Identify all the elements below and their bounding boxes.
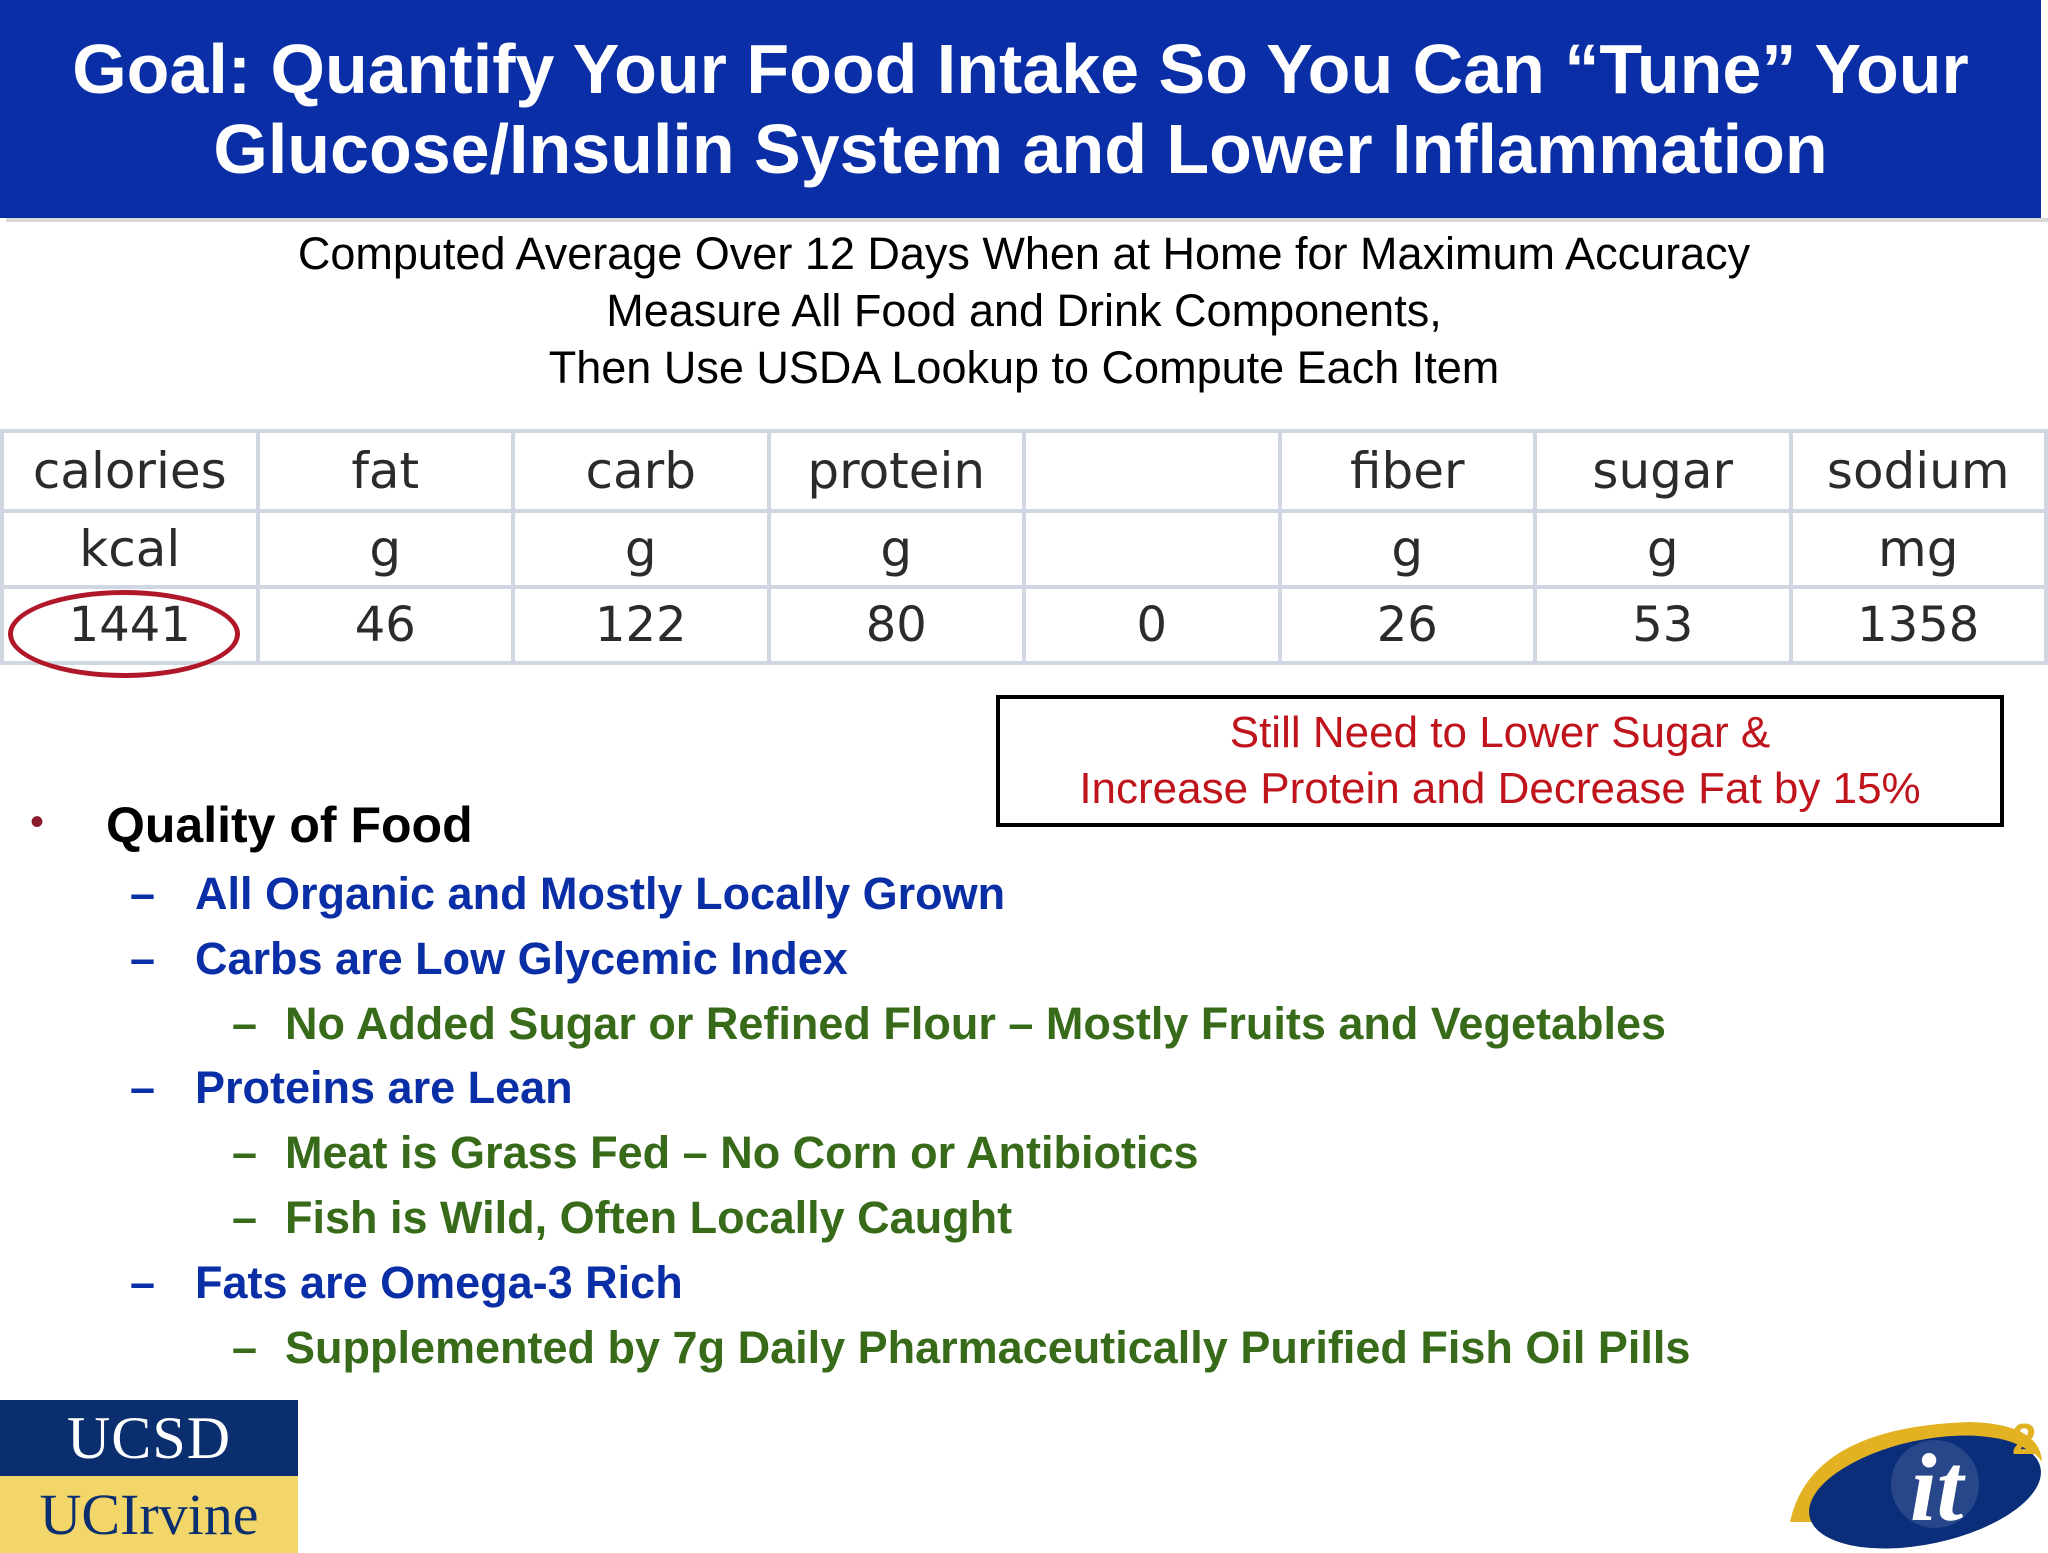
- dash-marker: –: [232, 998, 258, 1049]
- unit-blank: [1022, 509, 1282, 589]
- col-header-calories: calories: [0, 429, 260, 513]
- unit-sugar: g: [1533, 509, 1793, 589]
- col-header-protein: protein: [766, 429, 1026, 513]
- value-carb: 122: [511, 585, 771, 665]
- list-item-text: All Organic and Mostly Locally Grown: [195, 868, 1006, 919]
- calories-highlight-circle: [8, 590, 240, 678]
- callout-box: Still Need to Lower Sugar & Increase Pro…: [996, 695, 2004, 827]
- callout-line-2: Increase Protein and Decrease Fat by 15%: [1079, 764, 1921, 813]
- dash-marker: –: [130, 1257, 156, 1308]
- bullet-marker: •: [30, 800, 45, 844]
- list-item-text: No Added Sugar or Refined Flour – Mostly…: [285, 998, 1667, 1049]
- dash-marker: –: [232, 1322, 258, 1373]
- dash-marker: –: [130, 933, 156, 984]
- value-protein: 80: [766, 585, 1026, 665]
- list-item-text: Meat is Grass Fed – No Corn or Antibioti…: [285, 1127, 1199, 1178]
- it2-logo: it 2: [1790, 1415, 2042, 1549]
- table-unit-row: kcal g g g g g mg: [0, 509, 2048, 589]
- value-fat: 46: [255, 585, 515, 665]
- col-header-fat: fat: [255, 429, 515, 513]
- unit-protein: g: [766, 509, 1026, 589]
- unit-sodium: mg: [1788, 509, 2048, 589]
- nutrition-table: calories fat carb protein fiber sugar so…: [0, 429, 2048, 665]
- ucsd-logo-text: UCSD: [0, 1400, 298, 1476]
- unit-calories: kcal: [0, 509, 260, 589]
- col-header-sugar: sugar: [1533, 429, 1793, 513]
- uci-logo-text: UCIrvine: [0, 1476, 298, 1553]
- subtitle-line-1: Computed Average Over 12 Days When at Ho…: [297, 228, 1751, 279]
- ucsd-uci-logo: UCSD UCIrvine: [0, 1400, 298, 1553]
- subtitle-line-2: Measure All Food and Drink Components,: [606, 285, 1442, 336]
- list-item-text: Carbs are Low Glycemic Index: [195, 933, 848, 984]
- subtitle-line-3: Then Use USDA Lookup to Compute Each Ite…: [548, 342, 1500, 393]
- dash-marker: –: [232, 1192, 258, 1243]
- bullet-heading-text: Quality of Food: [106, 797, 473, 853]
- dash-marker: –: [130, 868, 156, 919]
- unit-fiber: g: [1277, 509, 1537, 589]
- col-header-fiber: fiber: [1277, 429, 1537, 513]
- it2-logo-superscript: 2: [2012, 1415, 2036, 1464]
- value-sugar: 53: [1533, 585, 1793, 665]
- slide-title-line-2: Glucose/Insulin System and Lower Inflamm…: [213, 110, 1828, 188]
- slide-title-bar: Goal: Quantify Your Food Intake So You C…: [0, 0, 2048, 218]
- value-fiber: 26: [1277, 585, 1537, 665]
- list-item-text: Fish is Wild, Often Locally Caught: [285, 1192, 1013, 1243]
- bullet-heading: • Quality of Food: [0, 790, 1000, 860]
- it2-logo-text: it: [1910, 1434, 1967, 1541]
- callout-line-1: Still Need to Lower Sugar &: [1229, 708, 1771, 757]
- unit-carb: g: [511, 509, 771, 589]
- dash-marker: –: [130, 1062, 156, 1113]
- col-header-sodium: sodium: [1788, 429, 2048, 513]
- list-item-text: Proteins are Lean: [195, 1062, 573, 1113]
- col-header-carb: carb: [511, 429, 771, 513]
- table-value-row: 1441 46 122 80 0 26 53 1358: [0, 585, 2048, 665]
- col-header-blank: [1022, 429, 1282, 513]
- value-blank: 0: [1022, 585, 1282, 665]
- list-item-text: Fats are Omega-3 Rich: [195, 1257, 683, 1308]
- dash-marker: –: [232, 1127, 258, 1178]
- table-header-row: calories fat carb protein fiber sugar so…: [0, 429, 2048, 513]
- subtitle-block: Computed Average Over 12 Days When at Ho…: [0, 225, 2048, 396]
- value-sodium: 1358: [1788, 585, 2048, 665]
- unit-fat: g: [255, 509, 515, 589]
- list-item-text: Supplemented by 7g Daily Pharmaceuticall…: [285, 1322, 1691, 1373]
- slide-title-line-1: Goal: Quantify Your Food Intake So You C…: [72, 30, 1969, 108]
